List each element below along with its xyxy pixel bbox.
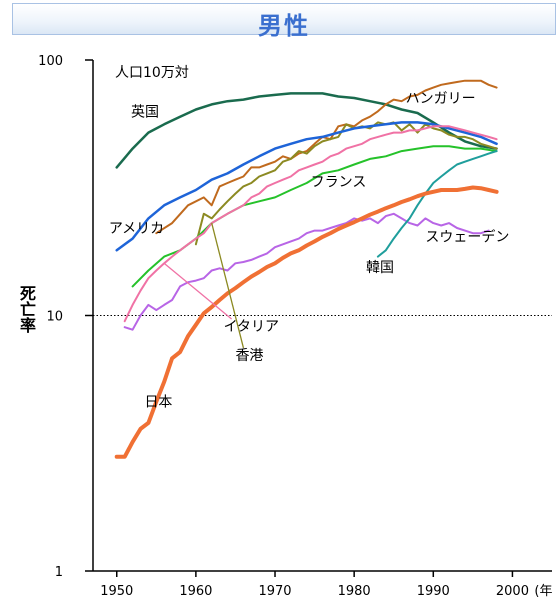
series-line xyxy=(131,145,498,288)
series-label: スウェーデン xyxy=(425,228,509,245)
series-label: 韓国 xyxy=(366,260,394,276)
chart-title: 男性 xyxy=(258,12,310,40)
series-line xyxy=(155,79,498,235)
y-tick-label: 100 xyxy=(38,54,63,69)
series-label: 日本 xyxy=(144,395,172,411)
x-tick-label: 1950 xyxy=(100,584,133,599)
series-label: 英国 xyxy=(131,104,159,121)
series-label: フランス xyxy=(311,174,367,190)
leader-line xyxy=(211,222,245,349)
axes: 1 10 100 1950 1960 1970 1980 1990 2000 (年 人口10万対 xyxy=(38,54,552,599)
title-banner: 男性 xyxy=(12,3,556,40)
series-label: 香港 xyxy=(235,348,263,364)
series-line xyxy=(376,150,498,258)
series-line xyxy=(115,92,498,169)
series-line xyxy=(194,121,498,246)
series-line xyxy=(115,121,498,252)
x-axis-label: (年 xyxy=(534,584,552,599)
series-label: イタリア xyxy=(224,319,279,335)
y-tick-label: 10 xyxy=(46,310,63,325)
x-tick-label: 1990 xyxy=(417,584,450,599)
y-axis-label: 死亡率 xyxy=(17,285,36,333)
x-tick-label: 1960 xyxy=(179,584,212,599)
unit-annotation: 人口10万対 xyxy=(115,65,189,81)
series-line xyxy=(123,125,498,323)
x-tick-label: 2000 xyxy=(496,584,529,599)
leader-line xyxy=(163,262,232,320)
series-label: ハンガリー xyxy=(406,91,476,107)
series-line xyxy=(114,185,499,459)
x-tick-label: 1980 xyxy=(338,584,371,599)
series-lines xyxy=(114,79,499,459)
y-tick-label: 1 xyxy=(55,565,63,580)
series-line xyxy=(123,212,490,331)
x-tick-label: 1970 xyxy=(258,584,291,599)
series-label: アメリカ xyxy=(109,221,164,237)
